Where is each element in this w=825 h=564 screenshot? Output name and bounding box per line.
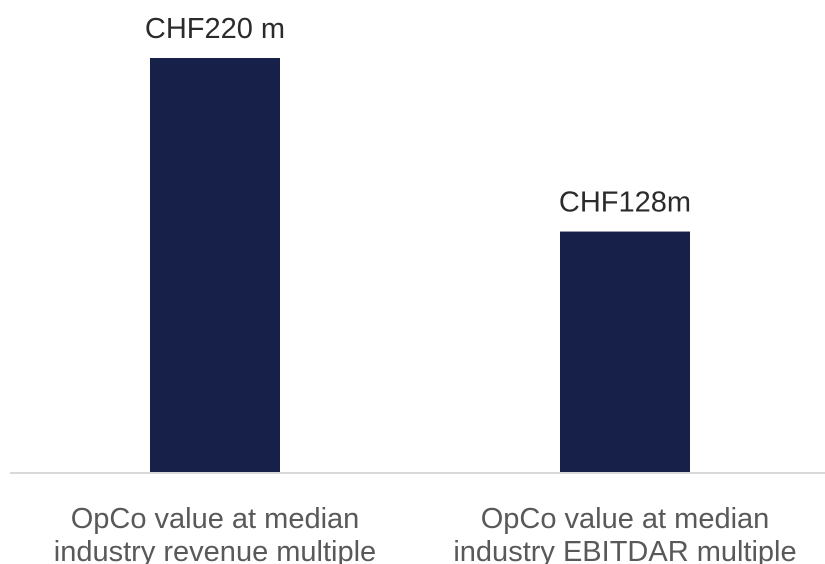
category-label-1-line-2: industry revenue multiple [54,536,376,564]
data-label-1: CHF220 m [145,13,285,45]
data-labels-group: CHF220 m CHF128m [145,13,691,219]
bars-group [150,58,690,473]
bar-2 [560,231,690,473]
category-label-1-line-1: OpCo value at median [71,503,360,535]
data-label-2: CHF128m [559,187,691,219]
bar-1 [150,58,280,473]
category-label-2-line-2: industry EBITDAR multiple [453,536,796,564]
category-label-2-line-1: OpCo value at median [481,503,770,535]
